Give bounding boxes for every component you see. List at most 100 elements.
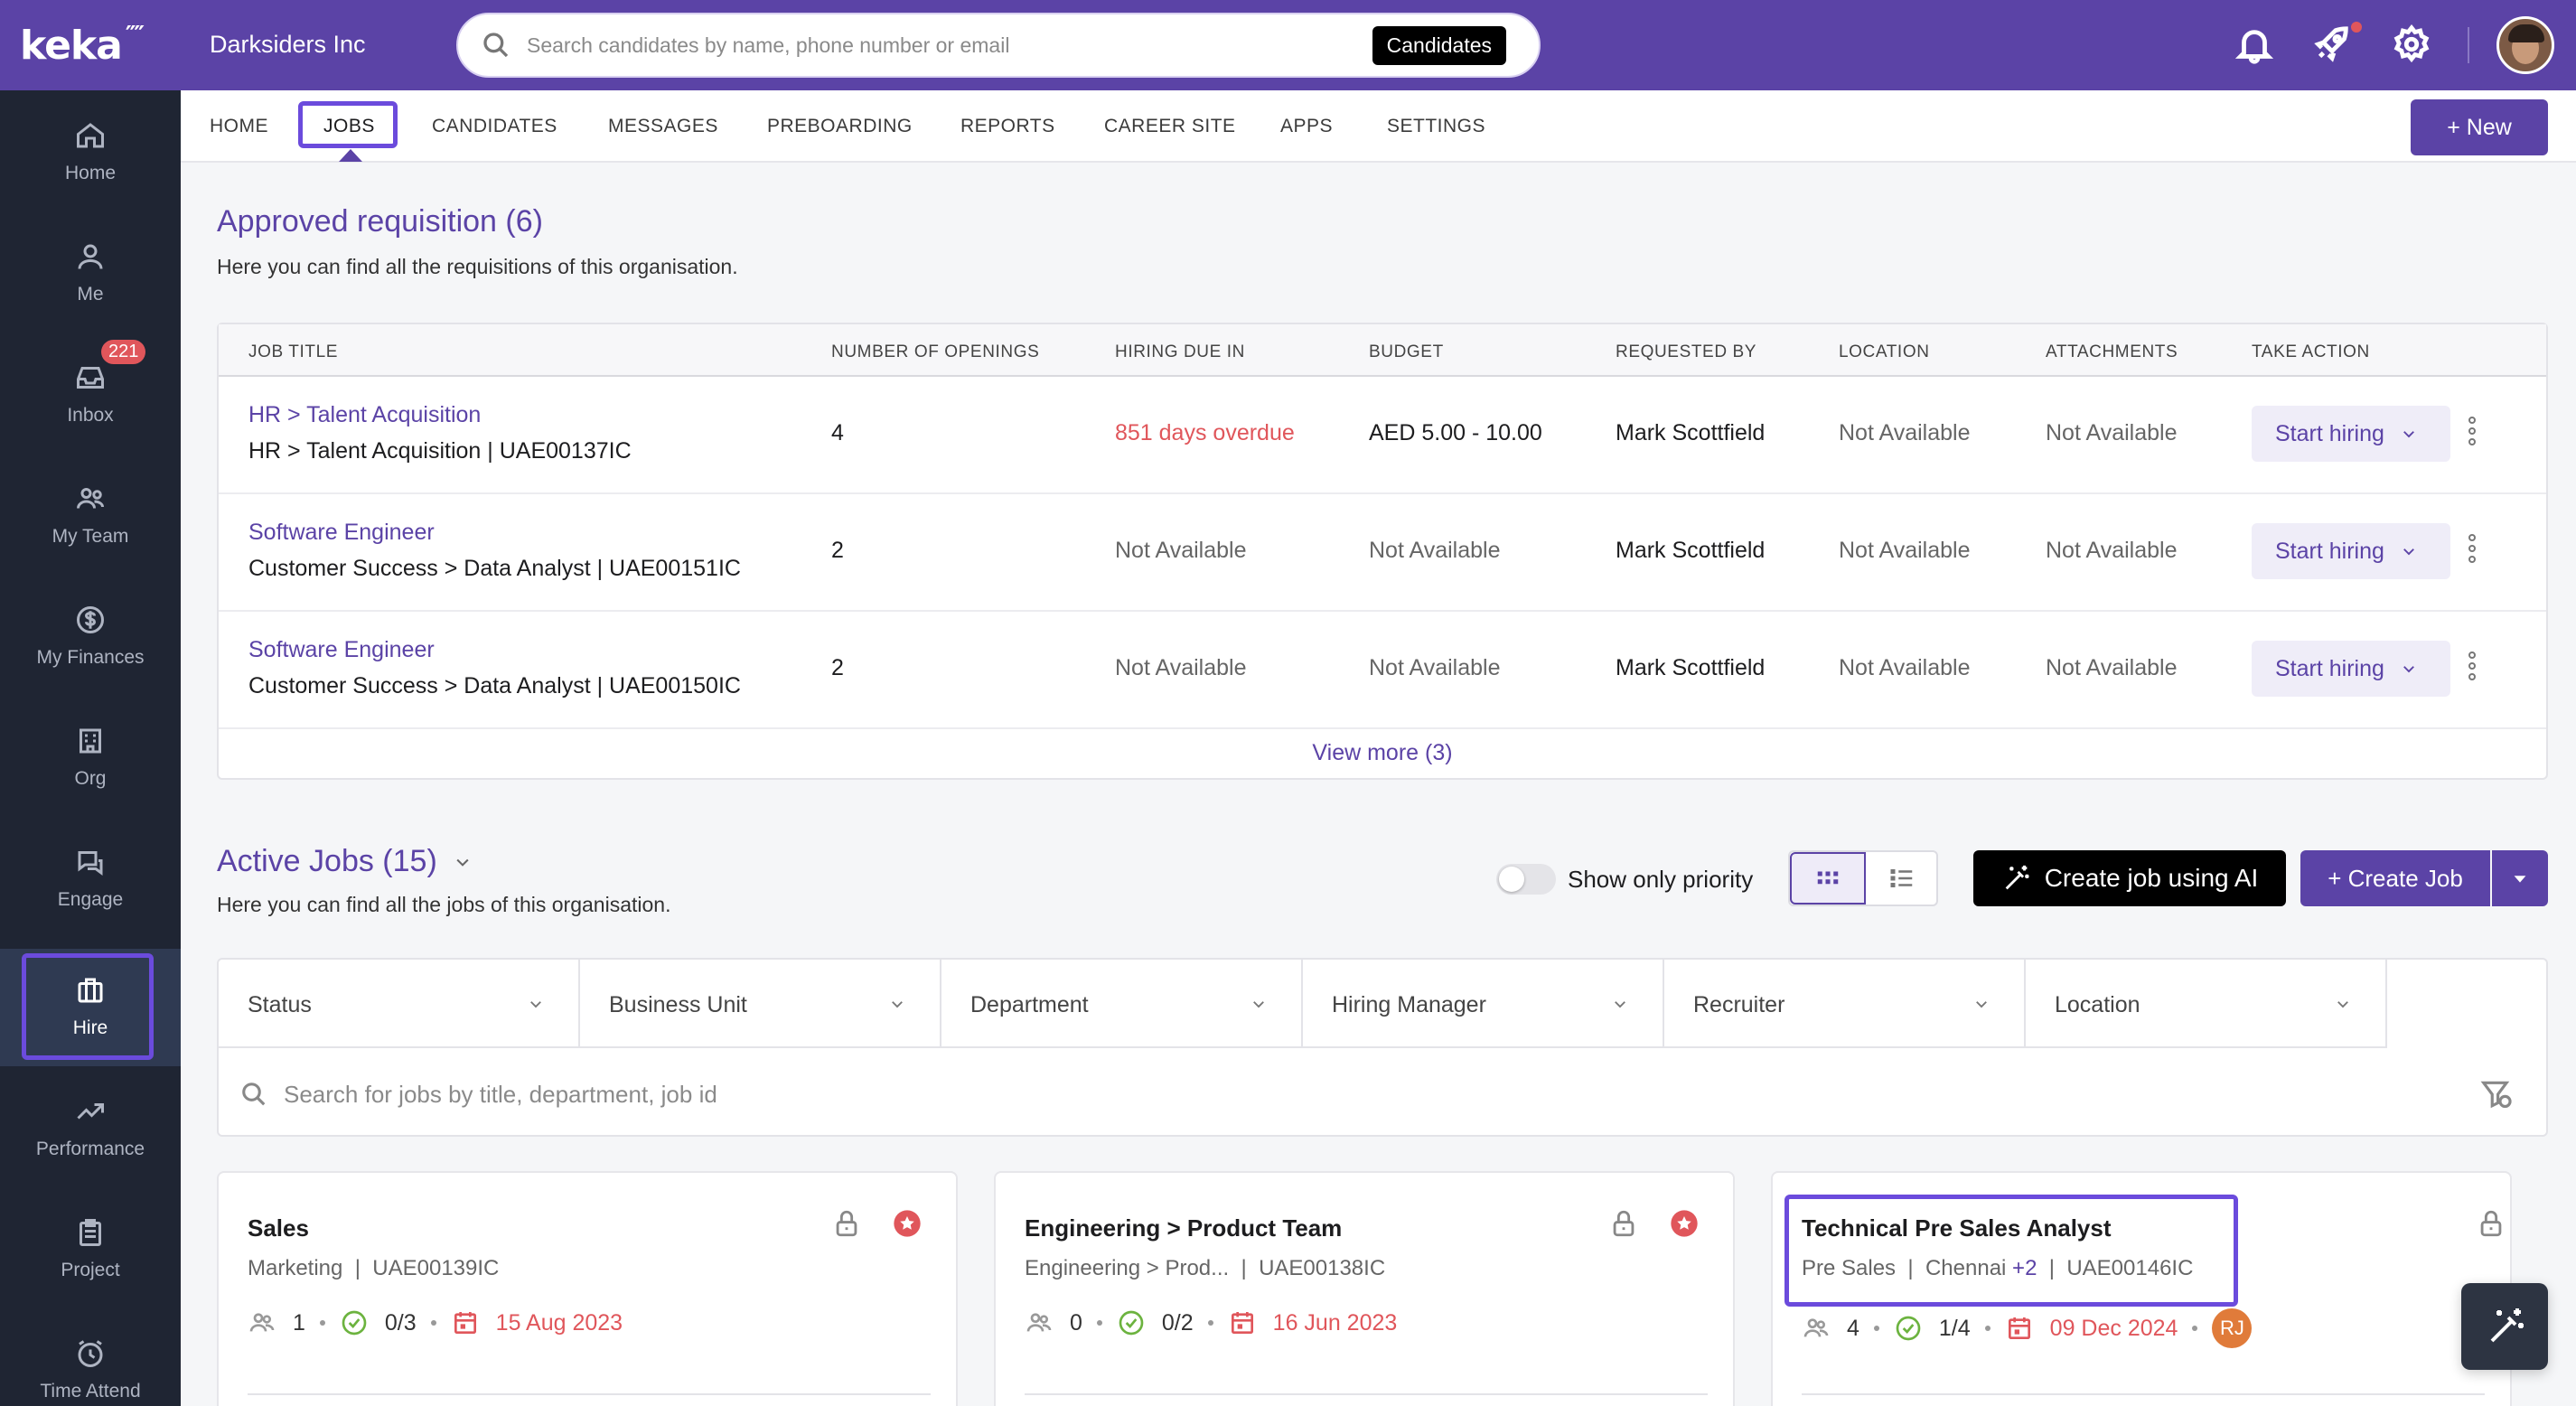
rocket-icon[interactable] (2311, 23, 2353, 65)
column-header: TAKE ACTION (2252, 342, 2370, 361)
ai-assistant-button[interactable] (2461, 1283, 2548, 1370)
budget: AED 5.00 - 10.00 (1369, 420, 1542, 445)
row-more-menu-icon[interactable] (2468, 534, 2479, 567)
sidebar-item-home[interactable]: Home (0, 119, 181, 184)
tab-settings[interactable]: SETTINGS (1387, 116, 1486, 136)
job-detail: HR > Talent Acquisition | UAE00137IC (248, 438, 632, 464)
tab-home[interactable]: HOME (210, 116, 268, 136)
start-hiring-button[interactable]: Start hiring (2252, 406, 2450, 462)
create-job-button[interactable]: + Create Job (2300, 850, 2490, 906)
calendar-icon (454, 1312, 476, 1334)
column-header: ATTACHMENTS (2046, 342, 2178, 361)
job-card-title[interactable]: Technical Pre Sales Analyst (1802, 1214, 2112, 1242)
priority-toggle-label: Show only priority (1568, 866, 1754, 893)
user-avatar[interactable] (2496, 16, 2554, 74)
active-jobs-title[interactable]: Active Jobs (15) (217, 844, 437, 878)
top-bar-divider (2468, 27, 2469, 63)
row-more-menu-icon[interactable] (2468, 417, 2479, 449)
chat-icon (78, 851, 103, 876)
filter-department[interactable]: Department (941, 960, 1303, 1048)
chevron-down-icon (1976, 1001, 1987, 1008)
job-card-meta: Marketing | UAE00139IC (248, 1256, 500, 1280)
check-circle-icon (342, 1310, 367, 1336)
sidebar-item-org[interactable]: Org (0, 725, 181, 790)
sidebar-hire-highlight (22, 953, 154, 1060)
list-view-button[interactable] (1866, 852, 1938, 905)
jobs-tab-highlight (298, 101, 398, 148)
create-job-ai-button[interactable]: Create job using AI (1973, 850, 2286, 906)
sidebar-item-inbox[interactable]: 221 Inbox (0, 340, 181, 426)
filter-business-unit[interactable]: Business Unit (580, 960, 941, 1048)
sidebar-item-my-finances[interactable]: My Finances (0, 604, 181, 669)
job-card-title[interactable]: Sales (248, 1214, 309, 1242)
new-button[interactable]: + New (2411, 99, 2548, 155)
sidebar-item-engage[interactable]: Engage (0, 846, 181, 911)
requisition-table: JOB TITLE NUMBER OF OPENINGS HIRING DUE … (217, 323, 2548, 780)
filter-hiring-manager[interactable]: Hiring Manager (1303, 960, 1664, 1048)
requisition-section-subtitle: Here you can find all the requisitions o… (217, 255, 738, 278)
job-card[interactable]: Engineering > Product Team Engineering >… (994, 1171, 1735, 1406)
sidebar-item-time-attendance[interactable]: Time Attend (0, 1337, 181, 1402)
people-icon (1026, 1313, 1052, 1332)
job-card-stats: 4 1/4 09 Dec 2024 RJ (1802, 1308, 2253, 1348)
chevron-down-icon (1253, 1001, 1264, 1008)
hiring-due: 851 days overdue (1115, 420, 1295, 445)
sidebar-item-performance[interactable]: Performance (0, 1095, 181, 1160)
sidebar-item-me[interactable]: Me (0, 240, 181, 305)
clock-icon (78, 1340, 103, 1367)
calendar-icon (2008, 1317, 2030, 1339)
job-card-title[interactable]: Engineering > Product Team (1025, 1214, 1343, 1242)
requested-by: Mark Scottfield (1616, 655, 1766, 680)
view-more-link[interactable]: View more (3) (1312, 740, 1453, 765)
chevron-down-icon (1615, 1001, 1625, 1008)
tab-messages[interactable]: MESSAGES (608, 116, 718, 136)
tab-apps[interactable]: APPS (1280, 116, 1334, 136)
priority-toggle[interactable] (1496, 864, 1556, 895)
attachments: Not Available (2046, 420, 2178, 445)
create-job-dropdown[interactable] (2492, 850, 2548, 906)
tab-reports[interactable]: REPORTS (960, 116, 1055, 136)
gear-icon[interactable] (2391, 23, 2432, 65)
search-scope-button[interactable]: Candidates (1372, 25, 1506, 65)
job-title-link[interactable]: HR > Talent Acquisition (248, 402, 482, 427)
start-hiring-button[interactable]: Start hiring (2252, 523, 2450, 579)
sidebar-item-project[interactable]: Project (0, 1216, 181, 1281)
job-search-field[interactable]: Search for jobs by title, department, jo… (219, 1048, 2546, 1137)
tab-career-site[interactable]: CAREER SITE (1104, 116, 1236, 136)
tab-candidates[interactable]: CANDIDATES (432, 116, 557, 136)
chevron-down-icon (2403, 431, 2414, 438)
hiring-due: Not Available (1115, 655, 1247, 680)
recruiter-avatar[interactable]: RJ (2212, 1308, 2253, 1348)
tab-jobs[interactable]: JOBS (323, 116, 375, 136)
candidate-search-bar[interactable]: Search candidates by name, phone number … (456, 13, 1541, 78)
filter-settings-icon[interactable] (2479, 1077, 2514, 1111)
row-more-menu-icon[interactable] (2468, 651, 2479, 684)
card-divider (248, 1393, 931, 1395)
lock-icon[interactable] (2476, 1207, 2506, 1240)
lock-icon[interactable] (1608, 1207, 1639, 1240)
job-title-link[interactable]: Software Engineer (248, 520, 435, 545)
chevron-down-icon[interactable] (454, 853, 472, 871)
tab-preboarding[interactable]: PREBOARDING (767, 116, 913, 136)
sidebar-item-my-team[interactable]: My Team (0, 483, 181, 548)
priority-star-icon[interactable] (893, 1209, 922, 1238)
filter-status[interactable]: Status (219, 960, 580, 1048)
lock-icon[interactable] (831, 1207, 862, 1240)
job-card-meta: Engineering > Prod... | UAE00138IC (1025, 1256, 1386, 1280)
candidate-search-input[interactable]: Search candidates by name, phone number … (527, 33, 1010, 57)
grid-view-button[interactable] (1790, 852, 1866, 905)
job-title-link[interactable]: Software Engineer (248, 637, 435, 662)
job-search-input[interactable]: Search for jobs by title, department, jo… (284, 1081, 717, 1108)
sidebar-item-hire[interactable]: Hire (0, 974, 181, 1039)
filter-recruiter[interactable]: Recruiter (1664, 960, 2026, 1048)
table-row: Software Engineer Customer Success > Dat… (219, 612, 2546, 729)
keka-logo[interactable]: keka ⁗ (0, 0, 181, 90)
job-card[interactable]: Technical Pre Sales Analyst Pre Sales | … (1771, 1171, 2512, 1406)
priority-star-icon[interactable] (1670, 1209, 1699, 1238)
start-hiring-button[interactable]: Start hiring (2252, 641, 2450, 697)
list-icon (1890, 869, 1913, 887)
job-card[interactable]: Sales Marketing | UAE00139IC 1 0/3 15 Au… (217, 1171, 958, 1406)
bell-icon[interactable] (2234, 23, 2275, 65)
filter-location[interactable]: Location (2026, 960, 2387, 1048)
job-title-highlight (1784, 1195, 2238, 1307)
